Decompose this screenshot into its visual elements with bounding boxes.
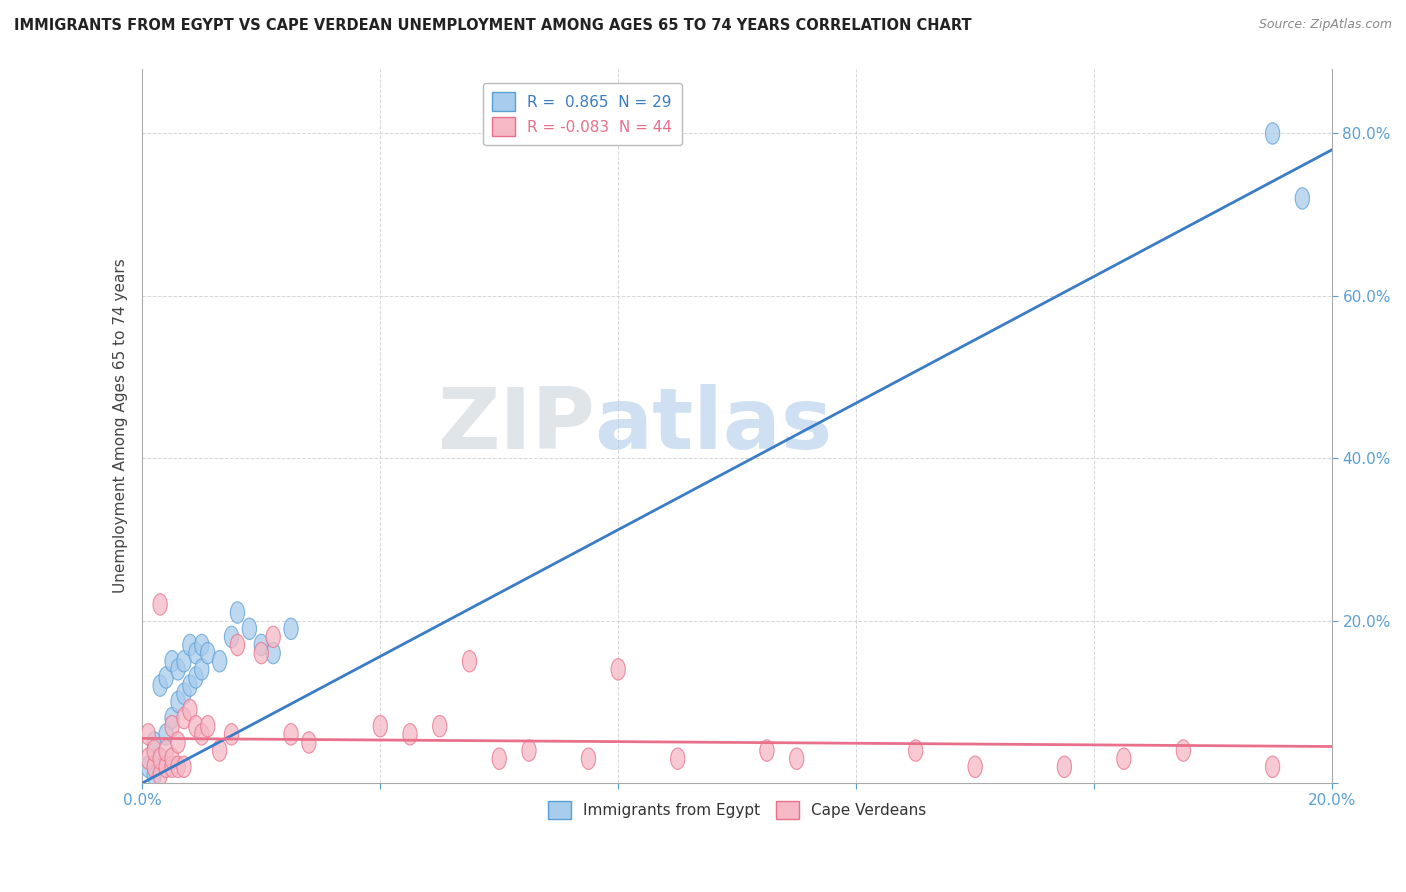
Ellipse shape xyxy=(1265,756,1279,778)
Ellipse shape xyxy=(254,642,269,664)
Ellipse shape xyxy=(759,739,775,761)
Ellipse shape xyxy=(165,748,179,770)
Ellipse shape xyxy=(212,650,226,672)
Ellipse shape xyxy=(463,650,477,672)
Ellipse shape xyxy=(148,756,162,778)
Ellipse shape xyxy=(201,642,215,664)
Ellipse shape xyxy=(908,739,922,761)
Legend: Immigrants from Egypt, Cape Verdeans: Immigrants from Egypt, Cape Verdeans xyxy=(543,795,932,825)
Ellipse shape xyxy=(148,739,162,761)
Ellipse shape xyxy=(153,675,167,697)
Ellipse shape xyxy=(153,748,167,770)
Text: ZIP: ZIP xyxy=(437,384,595,467)
Ellipse shape xyxy=(1295,187,1309,209)
Ellipse shape xyxy=(165,756,179,778)
Ellipse shape xyxy=(194,658,209,680)
Ellipse shape xyxy=(141,723,156,745)
Ellipse shape xyxy=(522,739,536,761)
Text: Source: ZipAtlas.com: Source: ZipAtlas.com xyxy=(1258,18,1392,31)
Ellipse shape xyxy=(177,707,191,729)
Ellipse shape xyxy=(172,658,186,680)
Ellipse shape xyxy=(404,723,418,745)
Ellipse shape xyxy=(183,699,197,721)
Ellipse shape xyxy=(141,756,156,778)
Ellipse shape xyxy=(172,731,186,753)
Ellipse shape xyxy=(153,594,167,615)
Ellipse shape xyxy=(188,642,202,664)
Ellipse shape xyxy=(177,683,191,705)
Ellipse shape xyxy=(231,602,245,624)
Ellipse shape xyxy=(188,666,202,689)
Ellipse shape xyxy=(266,642,280,664)
Ellipse shape xyxy=(153,764,167,786)
Ellipse shape xyxy=(612,658,626,680)
Ellipse shape xyxy=(790,748,804,770)
Ellipse shape xyxy=(159,739,173,761)
Ellipse shape xyxy=(967,756,983,778)
Ellipse shape xyxy=(225,723,239,745)
Ellipse shape xyxy=(1116,748,1130,770)
Ellipse shape xyxy=(1057,756,1071,778)
Ellipse shape xyxy=(153,748,167,770)
Ellipse shape xyxy=(141,748,156,770)
Ellipse shape xyxy=(302,731,316,753)
Ellipse shape xyxy=(373,715,388,737)
Ellipse shape xyxy=(183,634,197,656)
Ellipse shape xyxy=(671,748,685,770)
Ellipse shape xyxy=(284,723,298,745)
Ellipse shape xyxy=(254,634,269,656)
Ellipse shape xyxy=(148,731,162,753)
Y-axis label: Unemployment Among Ages 65 to 74 years: Unemployment Among Ages 65 to 74 years xyxy=(114,259,128,593)
Ellipse shape xyxy=(165,707,179,729)
Ellipse shape xyxy=(242,618,256,640)
Ellipse shape xyxy=(225,626,239,648)
Ellipse shape xyxy=(284,618,298,640)
Ellipse shape xyxy=(201,715,215,737)
Ellipse shape xyxy=(159,666,173,689)
Text: IMMIGRANTS FROM EGYPT VS CAPE VERDEAN UNEMPLOYMENT AMONG AGES 65 TO 74 YEARS COR: IMMIGRANTS FROM EGYPT VS CAPE VERDEAN UN… xyxy=(14,18,972,33)
Ellipse shape xyxy=(231,634,245,656)
Ellipse shape xyxy=(177,650,191,672)
Ellipse shape xyxy=(433,715,447,737)
Ellipse shape xyxy=(165,715,179,737)
Ellipse shape xyxy=(492,748,506,770)
Ellipse shape xyxy=(266,626,280,648)
Ellipse shape xyxy=(188,715,202,737)
Ellipse shape xyxy=(1177,739,1191,761)
Ellipse shape xyxy=(172,756,186,778)
Ellipse shape xyxy=(148,764,162,786)
Ellipse shape xyxy=(177,756,191,778)
Ellipse shape xyxy=(159,756,173,778)
Ellipse shape xyxy=(165,650,179,672)
Ellipse shape xyxy=(183,675,197,697)
Ellipse shape xyxy=(159,723,173,745)
Ellipse shape xyxy=(194,634,209,656)
Ellipse shape xyxy=(172,691,186,713)
Ellipse shape xyxy=(1265,123,1279,145)
Ellipse shape xyxy=(212,739,226,761)
Ellipse shape xyxy=(581,748,596,770)
Ellipse shape xyxy=(194,723,209,745)
Text: atlas: atlas xyxy=(595,384,832,467)
